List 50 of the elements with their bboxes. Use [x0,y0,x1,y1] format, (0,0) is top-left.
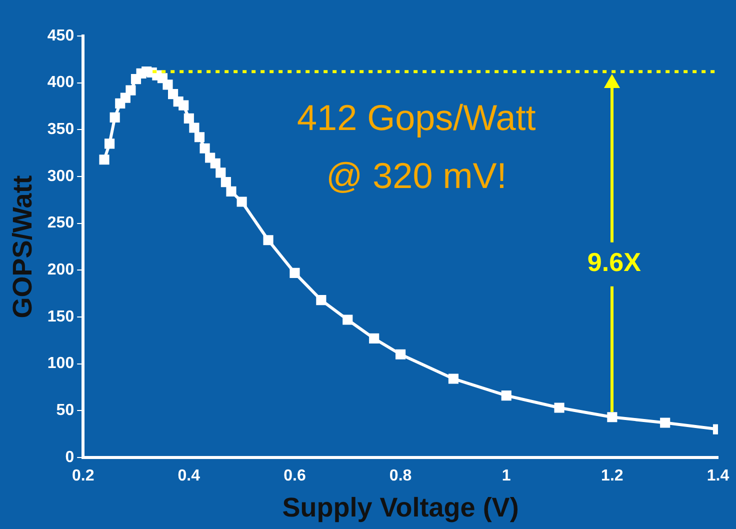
point [162,80,173,90]
point [369,333,380,344]
point [178,100,189,110]
x-tick-label: 0.8 [389,467,412,484]
point [126,85,136,96]
point [448,374,458,384]
x-tick-label: 0.4 [178,467,200,484]
point [396,349,406,360]
point [342,314,353,325]
x-tick-label: 0.2 [72,467,94,484]
point [104,138,115,149]
y-tick-label: 100 [47,355,74,372]
y-tick-label: 50 [56,402,74,419]
y-tick-label: 400 [47,74,74,92]
y-tick-label: 150 [47,308,74,326]
x-tick-label: 1 [502,467,511,484]
y-axis-title: GOPS/Watt [8,175,38,318]
point [290,268,300,278]
y-tick-label: 350 [47,121,74,138]
point [607,412,618,422]
point [263,235,274,246]
y-tick-label: 300 [47,168,74,185]
point [200,143,210,154]
point [99,154,110,165]
point [220,177,231,188]
x-tick-label: 0.6 [284,467,306,484]
point [184,113,194,124]
point [316,295,326,306]
point [554,402,564,413]
annotation: 412 Gops/Watt [297,96,536,138]
point [210,158,220,168]
x-tick-label: 1.2 [601,467,624,484]
point [168,89,178,100]
point [501,390,512,401]
point [194,132,205,142]
x-axis-title: Supply Voltage (V) [282,492,519,522]
y-tick-label: 250 [47,214,74,232]
y-tick-label: 450 [47,27,74,44]
point [660,418,670,428]
point [216,168,226,178]
y-tick-label: 0 [65,448,74,466]
x-tick-label: 1.4 [706,467,730,484]
point [110,112,120,123]
point [189,122,200,133]
point [120,92,130,103]
annotation: @ 320 mV! [326,154,507,196]
y-tick-label: 200 [47,262,74,279]
point [236,196,247,207]
annotation: 9.6X [587,247,642,278]
point [226,186,236,196]
